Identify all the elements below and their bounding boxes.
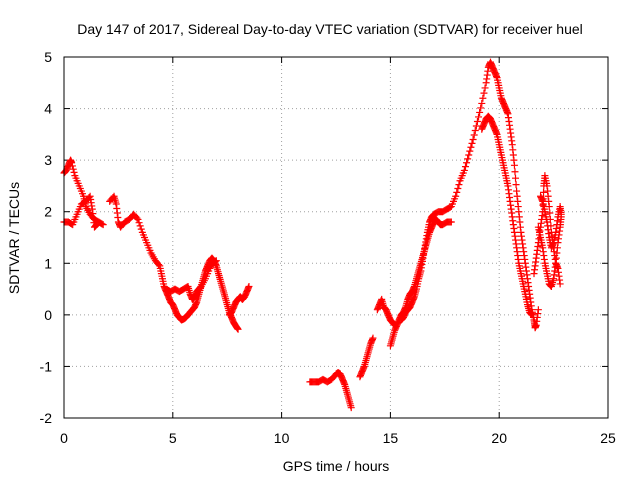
y-tick-label: -1 xyxy=(40,358,53,374)
data-point xyxy=(534,306,542,314)
x-tick-label: 0 xyxy=(60,430,68,446)
y-tick-label: 3 xyxy=(44,152,52,168)
data-point xyxy=(510,161,518,169)
data-point xyxy=(137,225,145,233)
x-tick-label: 15 xyxy=(383,430,399,446)
grid xyxy=(64,57,608,418)
y-tick-label: 2 xyxy=(44,204,52,220)
y-tick-label: 4 xyxy=(44,101,52,117)
data-point xyxy=(479,94,487,102)
data-point xyxy=(477,104,485,112)
data-point xyxy=(463,159,471,167)
data-points xyxy=(60,58,565,412)
data-point xyxy=(452,192,460,200)
y-tick-label: 5 xyxy=(44,49,52,65)
data-point xyxy=(556,280,564,288)
data-point xyxy=(93,221,101,229)
data-point xyxy=(546,209,554,217)
data-point xyxy=(245,282,253,290)
data-point xyxy=(478,99,486,107)
data-point xyxy=(471,126,479,134)
data-point xyxy=(454,185,462,193)
data-point xyxy=(466,147,474,155)
data-point xyxy=(468,139,476,147)
data-point xyxy=(211,257,219,265)
data-point xyxy=(481,84,489,92)
data-point xyxy=(464,155,472,163)
data-point xyxy=(512,181,520,189)
chart-title: Day 147 of 2017, Sidereal Day-to-day VTE… xyxy=(77,21,583,37)
data-point xyxy=(369,334,377,342)
data-point xyxy=(460,166,468,174)
x-tick-label: 5 xyxy=(169,430,177,446)
y-tick-label: 1 xyxy=(44,255,52,271)
data-point xyxy=(512,174,520,182)
x-tick-label: 10 xyxy=(274,430,290,446)
x-tick-label: 20 xyxy=(491,430,507,446)
data-point xyxy=(470,131,478,139)
data-point xyxy=(70,168,78,176)
data-point xyxy=(134,215,142,223)
data-point xyxy=(461,163,469,171)
data-point xyxy=(469,136,477,144)
data-point xyxy=(467,143,475,151)
data-point xyxy=(135,219,143,227)
data-point xyxy=(68,159,76,167)
data-point xyxy=(480,89,488,97)
data-point xyxy=(455,181,463,189)
data-point xyxy=(234,325,242,333)
data-point xyxy=(212,257,220,265)
plot-frame xyxy=(63,56,609,419)
x-axis-label: GPS time / hours xyxy=(283,458,390,474)
data-point xyxy=(528,311,536,319)
data-point xyxy=(453,188,461,196)
y-tick-label: 0 xyxy=(44,307,52,323)
data-point xyxy=(472,122,480,130)
data-point xyxy=(511,168,519,176)
data-point xyxy=(473,117,481,125)
data-point xyxy=(347,404,355,412)
data-point xyxy=(99,221,107,229)
x-tick-label: 25 xyxy=(600,430,616,446)
y-axis-label: SDTVAR / TECUs xyxy=(6,182,22,294)
data-point xyxy=(98,220,106,228)
data-point xyxy=(557,210,565,218)
data-point xyxy=(475,113,483,121)
y-tick-label: -2 xyxy=(40,410,53,426)
data-point xyxy=(476,108,484,116)
axis-ticks: 0 5 10 15 20 25 -2 -1 0 1 2 3 4 5 xyxy=(40,49,616,446)
data-point xyxy=(155,261,163,269)
data-point xyxy=(133,214,141,222)
data-point xyxy=(69,165,77,173)
data-point xyxy=(136,222,144,230)
data-point xyxy=(447,218,455,226)
data-point xyxy=(68,162,76,170)
data-point xyxy=(540,188,548,196)
data-point xyxy=(465,151,473,159)
